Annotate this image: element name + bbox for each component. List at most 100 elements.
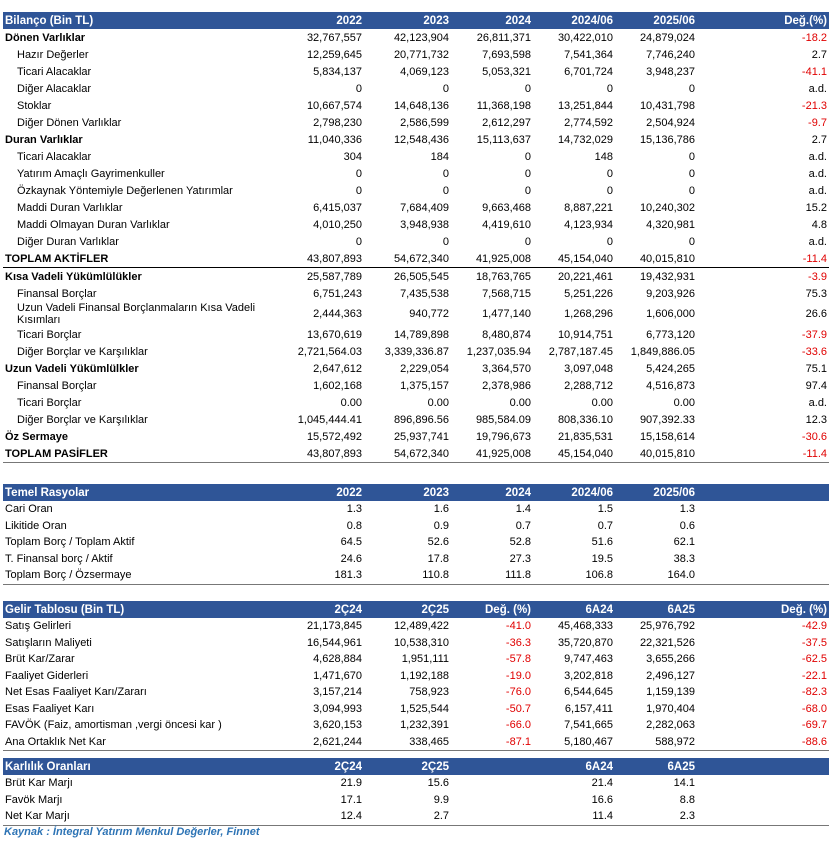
- empty-cell: [697, 484, 829, 501]
- value-cell: 75.3: [805, 287, 827, 300]
- column-header: 2024/06: [533, 12, 615, 29]
- value-cell: 27.3: [509, 552, 531, 565]
- value-cell: 21.9: [340, 777, 362, 790]
- value-cell: 3,655,266: [646, 653, 695, 666]
- value-cell: -62.5: [801, 653, 827, 666]
- value-cell: 9.9: [433, 793, 449, 806]
- table-row: Ticari Alacaklar 5,834,137 4,069,123 5,053,…: [3, 63, 829, 80]
- value-cell: 3,097,048: [564, 362, 613, 375]
- value-cell: a.d.: [808, 150, 827, 163]
- row-label: Finansal Borçlar: [17, 379, 97, 392]
- empty-cell: [697, 501, 829, 518]
- table-title: Gelir Tablosu (Bin TL): [3, 601, 274, 618]
- value-cell: 1,849,886.05: [630, 345, 695, 358]
- value-cell: 8.8: [679, 793, 695, 806]
- column-header: 2022: [274, 12, 364, 29]
- value-cell: a.d.: [808, 235, 827, 248]
- table: Temel Rasyolar 2022 2023 2024 2024/06 2025/06…: [3, 484, 829, 585]
- table-row: Maddi Olmayan Duran Varlıklar 4,010,250 3,…: [3, 216, 829, 233]
- value-cell: -11.4: [802, 447, 827, 460]
- row-label: Duran Varlıklar: [5, 133, 83, 146]
- value-cell: 2,378,986: [482, 379, 531, 392]
- row-label: Ticari Alacaklar: [17, 150, 92, 163]
- empty-cell: [451, 758, 533, 775]
- value-cell: 1.3: [679, 503, 695, 516]
- value-cell: -30.6: [801, 430, 827, 443]
- value-cell: 45,154,040: [557, 447, 613, 460]
- row-label: Net Esas Faaliyet Karı/Zararı: [5, 686, 147, 699]
- value-cell: 1,045,444.41: [297, 413, 362, 426]
- table-row: Brüt Kar/Zarar 4,628,884 1,951,111 -57.8 9,7…: [3, 651, 829, 668]
- value-cell: 41,925,008: [475, 447, 531, 460]
- table-title: Temel Rasyolar: [3, 484, 274, 501]
- header-row: Gelir Tablosu (Bin TL) 2Ç24 2Ç25 Değ. (%) 6A…: [3, 601, 829, 618]
- value-cell: 0: [606, 184, 613, 197]
- row-label: Diğer Duran Varlıklar: [17, 235, 119, 248]
- row-label: Diğer Borçlar ve Karşılıklar: [17, 413, 148, 426]
- value-cell: 2,647,612: [313, 362, 362, 375]
- value-cell: -22.1: [801, 669, 827, 682]
- value-cell: 14,732,029: [557, 133, 613, 146]
- value-cell: 1.5: [597, 503, 613, 516]
- value-cell: 4,516,873: [646, 379, 695, 392]
- value-cell: 1.3: [346, 503, 362, 516]
- column-header: 2023: [364, 12, 451, 29]
- value-cell: 5,834,137: [313, 65, 362, 78]
- value-cell: 16,544,961: [306, 636, 362, 649]
- value-cell: 2,288,712: [564, 379, 613, 392]
- column-header: 2Ç25: [364, 758, 451, 775]
- value-cell: 0: [524, 184, 531, 197]
- table-row: Diğer Duran Varlıklar 0 0 0 0 0 a.d.: [3, 233, 829, 250]
- value-cell: 62.1: [673, 536, 695, 549]
- value-cell: 32,767,557: [306, 31, 362, 44]
- value-cell: 0.00: [673, 396, 695, 409]
- table-row: Ticari Borçlar 0.00 0.00 0.00 0.00 0.00 a.d.: [3, 394, 829, 411]
- value-cell: 907,392.33: [639, 413, 695, 426]
- value-cell: 25,976,792: [639, 620, 695, 633]
- value-cell: 0: [524, 150, 531, 163]
- table-row: Esas Faaliyet Karı 3,094,993 1,525,544 -50.…: [3, 701, 829, 718]
- value-cell: 1,159,139: [646, 686, 695, 699]
- value-cell: 8,887,221: [564, 201, 613, 214]
- value-cell: 3,948,938: [400, 218, 449, 231]
- table-row: Diğer Dönen Varlıklar 2,798,230 2,586,599 2…: [3, 114, 829, 131]
- value-cell: 4.8: [811, 218, 827, 231]
- value-cell: 43,807,893: [306, 447, 362, 460]
- value-cell: 10,240,302: [639, 201, 695, 214]
- table: Karlılık Oranları 2Ç24 2Ç25 6A24 6A25 Brüt Ka…: [3, 758, 829, 826]
- value-cell: 2,621,244: [313, 735, 362, 748]
- value-cell: 14.1: [673, 777, 695, 790]
- value-cell: 22,321,526: [639, 636, 695, 649]
- value-cell: -9.7: [808, 116, 827, 129]
- value-cell: 14,648,136: [393, 99, 449, 112]
- row-label: Finansal Borçlar: [17, 287, 97, 300]
- value-cell: 0: [442, 184, 449, 197]
- empty-cell: [697, 758, 829, 775]
- value-cell: 54,672,340: [364, 250, 451, 268]
- column-header: Değ. (%): [451, 601, 533, 618]
- row-label: Diğer Alacaklar: [17, 82, 91, 95]
- table-title: Karlılık Oranları: [3, 758, 274, 775]
- balance-sheet-table: Bilanço (Bin TL) 2022 2023 2024 2024/06 2025/…: [3, 12, 829, 463]
- value-cell: 12,489,422: [393, 620, 449, 633]
- value-cell: 1,232,391: [400, 719, 449, 732]
- value-cell: 54,672,340: [393, 447, 449, 460]
- value-cell: 2,612,297: [482, 116, 531, 129]
- row-label: TOPLAM PASİFLER: [5, 447, 108, 460]
- row-label: Brüt Kar Marjı: [5, 777, 73, 790]
- table-row: Net Kar Marjı 12.4 2.7 11.4 2.3: [3, 808, 829, 825]
- value-cell: 0.7: [597, 519, 613, 532]
- value-cell: -18.2: [801, 31, 827, 44]
- value-cell: 0: [355, 167, 362, 180]
- value-cell: 1,525,544: [400, 702, 449, 715]
- table-row: Yatırım Amaçlı Gayrimenkuller 0 0 0 0 0 a.d.: [3, 165, 829, 182]
- row-label: Satışların Maliyeti: [5, 636, 92, 649]
- table-row: Ticari Alacaklar 304 184 0 148 0 a.d.: [3, 148, 829, 165]
- column-header: 2022: [274, 484, 364, 501]
- value-cell: 20,771,732: [393, 48, 449, 61]
- value-cell: 1,951,111: [401, 653, 449, 666]
- value-cell: -69.7: [801, 719, 827, 732]
- value-cell: 11.4: [592, 810, 613, 823]
- value-cell: 2.3: [679, 810, 695, 823]
- value-cell: -41.1: [801, 65, 827, 78]
